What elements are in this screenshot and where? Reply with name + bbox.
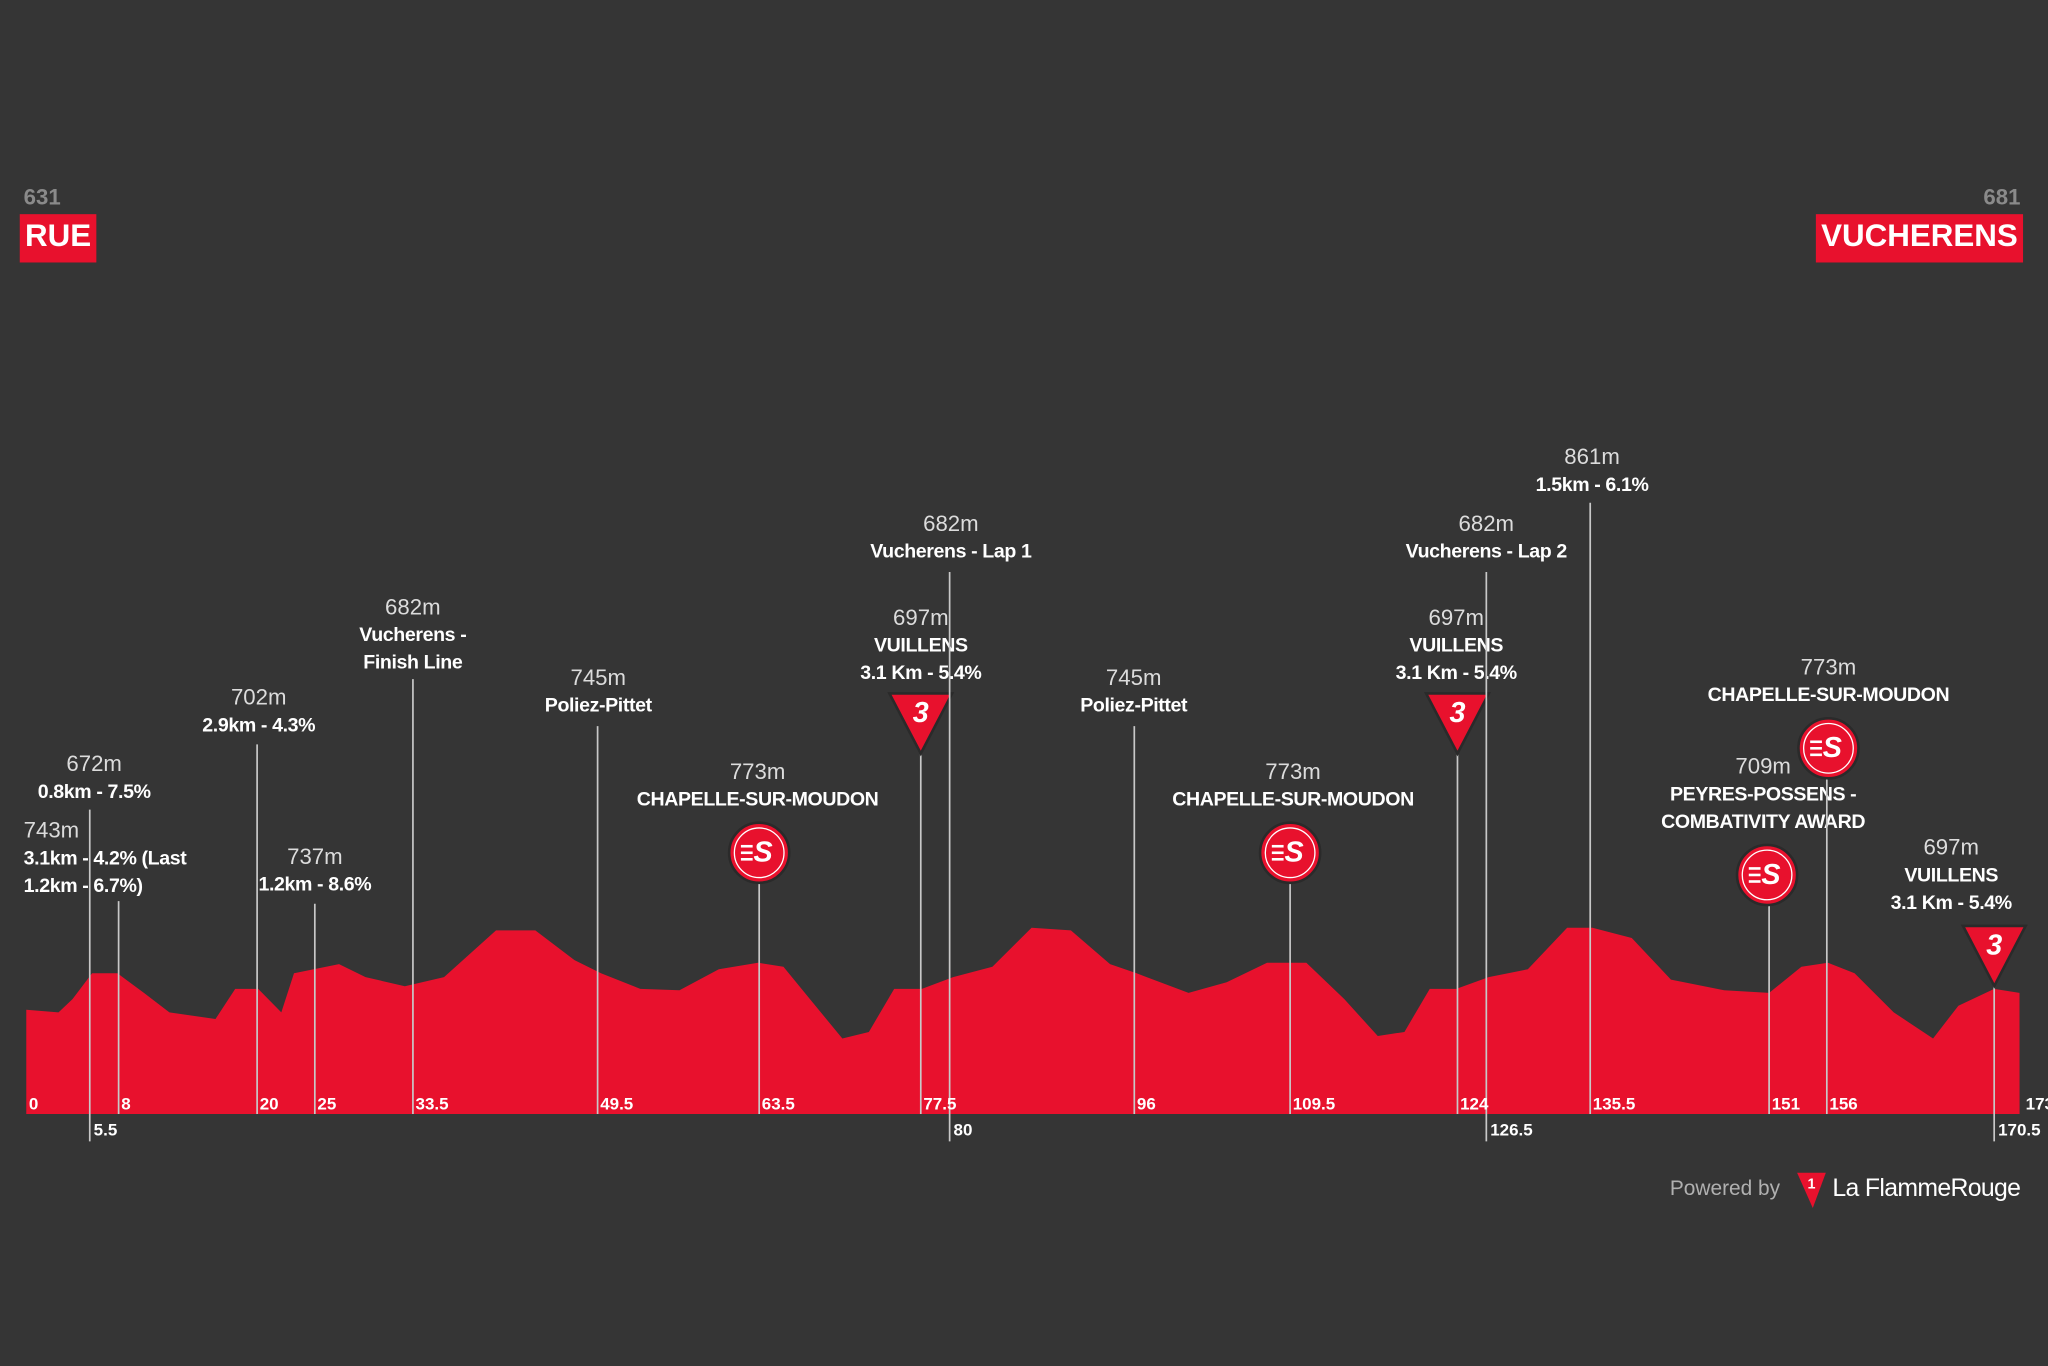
poi-description: CHAPELLE-SUR-MOUDON [637, 789, 879, 811]
poi-altitude: 743m [24, 818, 80, 843]
poi-altitude: 697m [893, 605, 949, 630]
sprint-icon-letter: S [754, 837, 773, 869]
poi-description: 1.2km - 8.6% [258, 874, 371, 896]
poi-altitude: 682m [923, 511, 979, 536]
poi-altitude: 682m [385, 594, 441, 619]
poi-description: 3.1 Km - 5.4% [1891, 892, 2012, 914]
brand: La FlammeRouge [1832, 1175, 2020, 1202]
start-elevation: 631 [24, 184, 61, 209]
km-marker: 63.5 [762, 1094, 795, 1113]
start-box [19, 214, 97, 263]
km-marker: 96 [1137, 1094, 1156, 1113]
poi-description: VUILLENS [874, 635, 968, 657]
km-marker: 135.5 [1593, 1094, 1635, 1113]
km-marker: 49.5 [600, 1094, 633, 1113]
poi-description: VUILLENS [1904, 864, 1998, 886]
poi-altitude: 737m [287, 844, 343, 869]
sprint-icon [1735, 843, 1799, 907]
start-label: RUE [19, 214, 97, 263]
sprint-icon-ring [1741, 849, 1793, 901]
sprint-icon-ring [1264, 827, 1316, 879]
elevation-profile [26, 927, 2020, 1114]
km-marker: 109.5 [1293, 1094, 1335, 1113]
poi-altitude: 773m [730, 759, 786, 784]
poi-description: Vucherens - [359, 624, 466, 646]
sprint-icon-letter: S [1823, 732, 1842, 764]
climb-category: 3 [1449, 697, 1465, 729]
poi-altitude: 709m [1735, 754, 1791, 779]
poi-description: Vucherens - Lap 2 [1406, 541, 1568, 563]
logo [1797, 1172, 1826, 1208]
climb-icon [1960, 924, 2028, 989]
sprint-icon-ring [1802, 722, 1854, 774]
poi-description: 3.1 Km - 5.4% [1396, 662, 1517, 684]
poi-description: 3.1 Km - 5.4% [860, 662, 981, 684]
poi-description: Vucherens - Lap 1 [870, 541, 1032, 563]
finish-box [1815, 214, 2024, 263]
km-marker: 156 [1829, 1094, 1857, 1113]
km-marker: 20 [260, 1094, 279, 1113]
sprint-icon-ring [733, 827, 785, 879]
poi-altitude: 697m [1429, 605, 1485, 630]
poi-altitude: 745m [1106, 665, 1162, 690]
sprint-icon [1797, 716, 1860, 780]
km-marker: 0 [29, 1094, 38, 1113]
climb-category: 3 [913, 697, 929, 729]
climb-category: 3 [1986, 929, 2002, 961]
poi-description: Finish Line [363, 652, 463, 674]
km-marker-lower: 5.5 [94, 1120, 118, 1139]
poi-altitude: 697m [1923, 835, 1979, 860]
poi-description: 3.1km - 4.2% (Last [24, 847, 188, 869]
poi-description: 2.9km - 4.3% [202, 714, 315, 736]
finish-elevation: 681 [1983, 184, 2020, 209]
start-name: RUE [25, 218, 91, 253]
poi-description: 1.5km - 6.1% [1536, 474, 1649, 496]
km-marker: 124 [1460, 1094, 1489, 1113]
poi-altitude: 773m [1801, 654, 1857, 679]
footer: Powered by 1 La FlammeRouge [1670, 1172, 2021, 1208]
logo-number: 1 [1807, 1176, 1815, 1192]
poi-description: VUILLENS [1409, 635, 1503, 657]
poi-altitude: 745m [571, 665, 627, 690]
powered-by: Powered by [1670, 1177, 1781, 1200]
poi-description: CHAPELLE-SUR-MOUDON [1708, 684, 1950, 706]
km-marker: 8 [121, 1094, 130, 1113]
km-marker: 33.5 [416, 1094, 449, 1113]
poi-description: PEYRES-POSSENS - [1670, 783, 1856, 805]
poi-altitude: 773m [1265, 759, 1321, 784]
km-marker: 25 [317, 1094, 336, 1113]
finish-name: VUCHERENS [1821, 218, 2018, 253]
poi-altitude: 861m [1564, 444, 1620, 469]
sprint-icon [1258, 821, 1322, 885]
km-marker: 151 [1772, 1094, 1800, 1113]
sprint-icon-letter: S [1284, 837, 1303, 869]
poi-description: 0.8km - 7.5% [38, 781, 151, 803]
poi-description: CHAPELLE-SUR-MOUDON [1172, 789, 1414, 811]
km-marker-lower: 80 [954, 1120, 973, 1139]
sprint-icon-letter: S [1761, 859, 1780, 891]
km-marker-lower: 126.5 [1490, 1120, 1532, 1139]
poi-altitude: 672m [66, 751, 122, 776]
poi-description: Poliez-Pittet [545, 695, 653, 717]
sprint-icon [727, 821, 791, 885]
plot: 743m 3.1km - 4.2% (Last 1.2km - 6.7%) 672m 0… [24, 444, 2048, 1142]
poi-description: 1.2km - 6.7%) [24, 875, 143, 897]
poi-altitude: 682m [1459, 511, 1515, 536]
km-marker: 173 [2026, 1094, 2048, 1113]
poi-description: Poliez-Pittet [1080, 695, 1188, 717]
climb-icon [887, 692, 955, 757]
km-marker: 77.5 [923, 1094, 956, 1113]
poi-altitude: 702m [231, 685, 287, 710]
poi-description: COMBATIVITY AWARD [1661, 811, 1865, 833]
climb-icon [1423, 692, 1491, 757]
km-marker-lower: 170.5 [1998, 1120, 2040, 1139]
